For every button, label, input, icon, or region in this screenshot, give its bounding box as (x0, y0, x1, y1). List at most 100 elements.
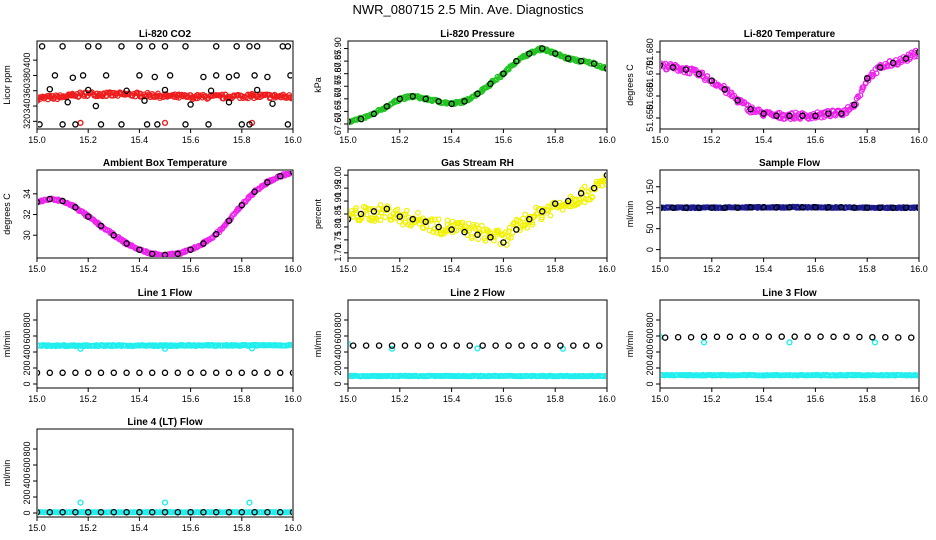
x-tick-label: 15.0 (28, 394, 46, 404)
data-point (352, 207, 359, 214)
data-point (570, 342, 577, 349)
data-point (724, 86, 731, 92)
x-tick-label: 15.8 (546, 394, 564, 404)
x-tick-label: 16.0 (910, 135, 928, 145)
data-point (246, 43, 253, 50)
data-point (264, 73, 271, 81)
x-tick-label: 15.6 (182, 394, 200, 404)
data-point (662, 60, 669, 67)
data-point (482, 237, 489, 244)
y-tick-label: 30 (22, 230, 32, 240)
data-point (102, 72, 110, 79)
data-point (233, 43, 240, 50)
data-point (251, 188, 258, 195)
data-point (889, 204, 897, 211)
data-point (856, 333, 863, 341)
data-point (225, 508, 233, 516)
plot-frame (36, 428, 294, 518)
data-point (110, 508, 118, 516)
data-point (851, 101, 858, 109)
data-point (576, 199, 583, 206)
data-point (287, 94, 292, 101)
data-point (238, 121, 246, 128)
data-point (84, 369, 92, 377)
data-point (603, 373, 606, 380)
data-point (747, 109, 754, 116)
data-point (103, 89, 110, 96)
data-point (349, 342, 357, 349)
data-point (474, 231, 481, 238)
data-point (704, 73, 711, 80)
y-tick-label: 800 (22, 312, 32, 327)
x-tick-label: 15.0 (651, 394, 669, 404)
plot-frame (347, 169, 608, 259)
data-point (205, 121, 212, 128)
plot-area (38, 171, 292, 257)
x-tick-label: 15.6 (182, 135, 200, 145)
data-point (246, 121, 253, 128)
y-tick-label: 380 (22, 68, 32, 83)
y-tick-label: 400 (22, 53, 32, 68)
chart-title: Line 3 Flow (762, 288, 817, 299)
data-point (604, 66, 606, 72)
chart-title: Line 2 Flow (450, 288, 505, 299)
x-tick-label: 15.8 (233, 523, 251, 533)
data-point (51, 72, 59, 79)
data-point (212, 43, 220, 50)
chart-panel: Line 3 Flow 15.0 15.2 15.4 15.6 15.8 16.0 0 2004… (625, 288, 928, 404)
data-point (830, 333, 837, 341)
data-point (695, 204, 703, 211)
data-point (539, 208, 546, 215)
data-point (69, 74, 77, 81)
data-point (276, 369, 284, 377)
x-tick-label: 15.4 (443, 394, 461, 404)
y-tick-label: 50 (645, 224, 655, 234)
data-point (461, 228, 468, 236)
y-tick-label: 600 (333, 328, 343, 343)
data-point (539, 45, 546, 52)
data-point (253, 86, 261, 94)
data-point (276, 508, 284, 516)
data-point (495, 227, 502, 234)
y-axis-label: degrees C (2, 193, 12, 235)
x-tick-label: 15.8 (546, 135, 564, 145)
data-point (700, 339, 708, 346)
data-point (349, 207, 355, 214)
data-point (734, 204, 741, 211)
data-point (799, 204, 806, 211)
y-tick-label: 2.00 (333, 166, 343, 184)
data-point (513, 57, 520, 65)
chart-title: Line 4 (LT) Flow (127, 417, 203, 428)
y-tick-label: 51.660 (645, 82, 655, 110)
data-point (817, 333, 824, 340)
data-point (592, 186, 599, 193)
data-point (64, 98, 71, 106)
x-tick-label: 15.4 (131, 523, 149, 533)
y-axis-label: percent (313, 198, 323, 229)
x-tick-label: 15.0 (339, 394, 357, 404)
data-point (200, 369, 207, 377)
y-axis-label: kPa (313, 77, 323, 93)
data-point (349, 216, 352, 223)
x-tick-label: 15.6 (495, 394, 513, 404)
y-tick-label: 51.680 (645, 38, 655, 66)
y-tick-label: 1.85 (333, 205, 343, 223)
data-point (77, 119, 84, 126)
data-point (529, 221, 536, 228)
x-tick-label: 15.0 (339, 135, 357, 145)
data-point (409, 93, 416, 100)
x-tick-label: 15.8 (233, 135, 251, 145)
x-tick-label: 15.2 (703, 264, 721, 274)
x-tick-label: 15.6 (495, 135, 513, 145)
data-point (870, 71, 877, 78)
data-point (161, 86, 169, 94)
y-tick-label: 800 (645, 312, 655, 327)
data-point (38, 199, 41, 206)
data-point (721, 204, 729, 211)
chart-title: Ambient Box Temperature (103, 158, 228, 169)
data-point (187, 508, 194, 516)
data-point (264, 369, 271, 377)
data-point (876, 64, 884, 71)
x-tick-label: 16.0 (284, 264, 302, 274)
data-point (349, 118, 352, 125)
